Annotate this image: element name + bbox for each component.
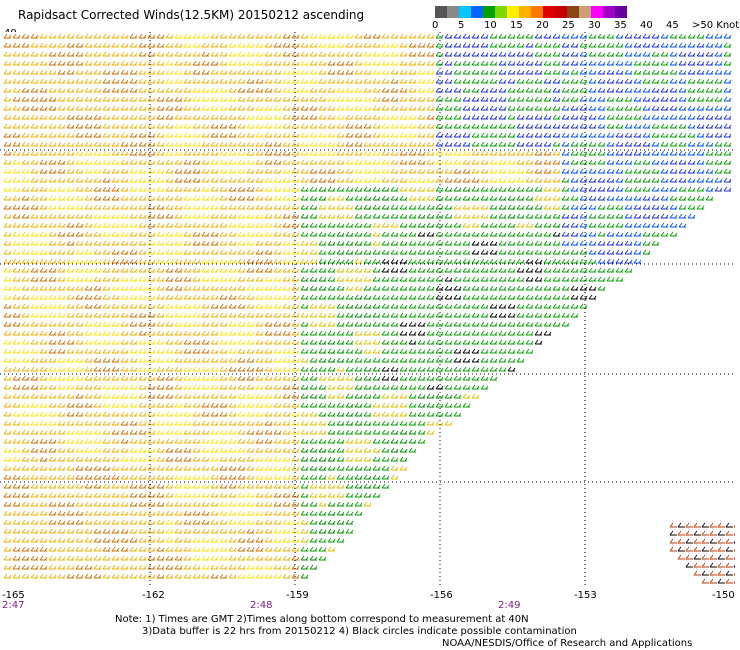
colorbar-swatch [435,6,447,18]
colorbar-swatch [615,6,627,18]
time-label-2: 2:48 [250,600,273,611]
map-title: Rapidsact Corrected Winds(12.5KM) 201502… [18,8,365,22]
colorbar-swatch [543,6,555,18]
wind-barb-group [300,186,561,552]
colorbar-label: >50 Knots [692,20,740,31]
speed-colorbar [435,6,627,18]
colorbar-swatch [531,6,543,18]
wind-barb-group [300,186,561,579]
colorbar-label: 0 [432,20,439,31]
colorbar-label: 35 [614,20,627,31]
colorbar-label: 45 [666,20,679,31]
colorbar-swatch [471,6,483,18]
credit: NOAA/NESDIS/Office of Research and Appli… [442,638,693,649]
colorbar-label: 5 [458,20,465,31]
wind-barbs [3,33,732,579]
corner-wind-barbs [669,522,740,584]
colorbar-swatch [579,6,591,18]
note-line-2: 3)Data buffer is 22 hrs from 20150212 4)… [142,626,577,637]
wind-barb-group [435,33,732,264]
time-label-1: 2:47 [2,600,25,611]
colorbar-swatch [567,6,579,18]
wind-barb-plot [0,32,740,587]
lon-label-150: -150 [712,590,735,601]
wind-map [0,32,740,587]
note-line-1: Note: 1) Times are GMT 2)Times along bot… [115,614,529,625]
time-label-3: 2:49 [498,600,521,611]
lon-label-159: -159 [286,590,309,601]
lon-label-156: -156 [430,590,453,601]
colorbar-swatch [603,6,615,18]
notes: Note: 1) Times are GMT 2)Times along bot… [115,614,577,638]
colorbar-label: 40 [640,20,653,31]
colorbar-swatch [507,6,519,18]
colorbar-labels: 0 5 10 15 20 25 30 35 40 45 >50 Knots [432,20,740,32]
lon-label-162: -162 [142,590,165,601]
colorbar-label: 30 [588,20,601,31]
colorbar-swatch [447,6,459,18]
colorbar-label: 15 [510,20,523,31]
colorbar-swatch [555,6,567,18]
colorbar-label: 10 [484,20,497,31]
colorbar-label: 20 [536,20,549,31]
lon-label-153: -153 [574,590,597,601]
colorbar-swatch [483,6,495,18]
lat-lon-grid [0,32,735,587]
wind-barb-group [3,33,561,579]
wind-barb-group [381,231,597,390]
wind-barb-group [300,33,732,561]
colorbar-swatch [591,6,603,18]
wind-barb-group [3,33,525,579]
colorbar-swatch [459,6,471,18]
colorbar-swatch [519,6,531,18]
lon-label-165: -165 [2,590,25,601]
wind-barb-group [561,33,732,264]
colorbar-swatch [495,6,507,18]
wind-barb-group [3,33,561,579]
colorbar-label: 25 [562,20,575,31]
